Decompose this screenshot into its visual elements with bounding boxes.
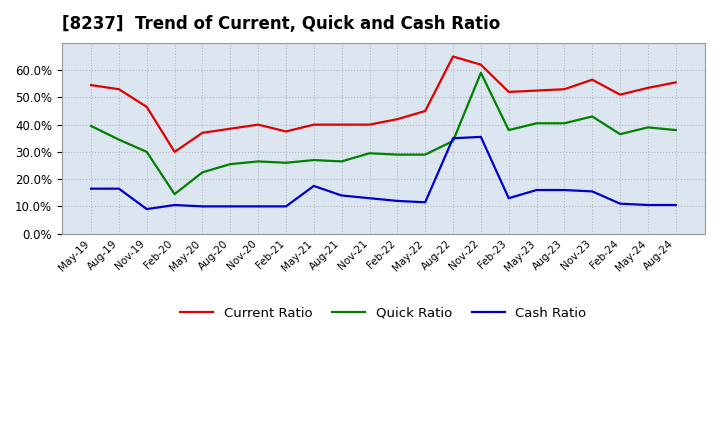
- Cash Ratio: [449, 136, 457, 141]
- Quick Ratio: [254, 159, 263, 164]
- Cash Ratio: [254, 204, 263, 209]
- Current Ratio: [282, 129, 290, 134]
- Quick Ratio: [532, 121, 541, 126]
- Current Ratio: [644, 85, 652, 91]
- Cash Ratio: [87, 186, 96, 191]
- Text: [8237]  Trend of Current, Quick and Cash Ratio: [8237] Trend of Current, Quick and Cash …: [62, 15, 500, 33]
- Current Ratio: [421, 108, 430, 114]
- Cash Ratio: [421, 200, 430, 205]
- Quick Ratio: [365, 150, 374, 156]
- Cash Ratio: [672, 202, 680, 208]
- Quick Ratio: [393, 152, 402, 157]
- Current Ratio: [338, 122, 346, 127]
- Quick Ratio: [226, 161, 235, 167]
- Quick Ratio: [505, 128, 513, 133]
- Quick Ratio: [449, 138, 457, 143]
- Current Ratio: [365, 122, 374, 127]
- Current Ratio: [616, 92, 624, 97]
- Cash Ratio: [338, 193, 346, 198]
- Quick Ratio: [560, 121, 569, 126]
- Current Ratio: [171, 149, 179, 154]
- Cash Ratio: [171, 202, 179, 208]
- Quick Ratio: [87, 123, 96, 128]
- Current Ratio: [226, 126, 235, 132]
- Quick Ratio: [171, 191, 179, 197]
- Current Ratio: [532, 88, 541, 93]
- Quick Ratio: [282, 160, 290, 165]
- Cash Ratio: [505, 195, 513, 201]
- Current Ratio: [477, 62, 485, 67]
- Current Ratio: [560, 87, 569, 92]
- Quick Ratio: [198, 170, 207, 175]
- Legend: Current Ratio, Quick Ratio, Cash Ratio: Current Ratio, Quick Ratio, Cash Ratio: [175, 301, 592, 325]
- Current Ratio: [310, 122, 318, 127]
- Quick Ratio: [477, 70, 485, 76]
- Quick Ratio: [672, 128, 680, 133]
- Quick Ratio: [421, 152, 430, 157]
- Current Ratio: [254, 122, 263, 127]
- Cash Ratio: [365, 195, 374, 201]
- Quick Ratio: [644, 125, 652, 130]
- Line: Quick Ratio: Quick Ratio: [91, 73, 676, 194]
- Quick Ratio: [310, 158, 318, 163]
- Quick Ratio: [114, 137, 123, 142]
- Cash Ratio: [532, 187, 541, 193]
- Current Ratio: [672, 80, 680, 85]
- Quick Ratio: [338, 159, 346, 164]
- Cash Ratio: [114, 186, 123, 191]
- Cash Ratio: [588, 189, 597, 194]
- Cash Ratio: [143, 206, 151, 212]
- Current Ratio: [393, 117, 402, 122]
- Cash Ratio: [644, 202, 652, 208]
- Current Ratio: [588, 77, 597, 82]
- Quick Ratio: [616, 132, 624, 137]
- Current Ratio: [449, 54, 457, 59]
- Current Ratio: [198, 130, 207, 136]
- Cash Ratio: [310, 183, 318, 189]
- Line: Current Ratio: Current Ratio: [91, 56, 676, 152]
- Cash Ratio: [282, 204, 290, 209]
- Line: Cash Ratio: Cash Ratio: [91, 137, 676, 209]
- Cash Ratio: [226, 204, 235, 209]
- Current Ratio: [505, 89, 513, 95]
- Quick Ratio: [143, 149, 151, 154]
- Quick Ratio: [588, 114, 597, 119]
- Current Ratio: [87, 82, 96, 88]
- Current Ratio: [143, 104, 151, 110]
- Cash Ratio: [477, 134, 485, 139]
- Cash Ratio: [560, 187, 569, 193]
- Cash Ratio: [198, 204, 207, 209]
- Current Ratio: [114, 87, 123, 92]
- Cash Ratio: [616, 201, 624, 206]
- Cash Ratio: [393, 198, 402, 204]
